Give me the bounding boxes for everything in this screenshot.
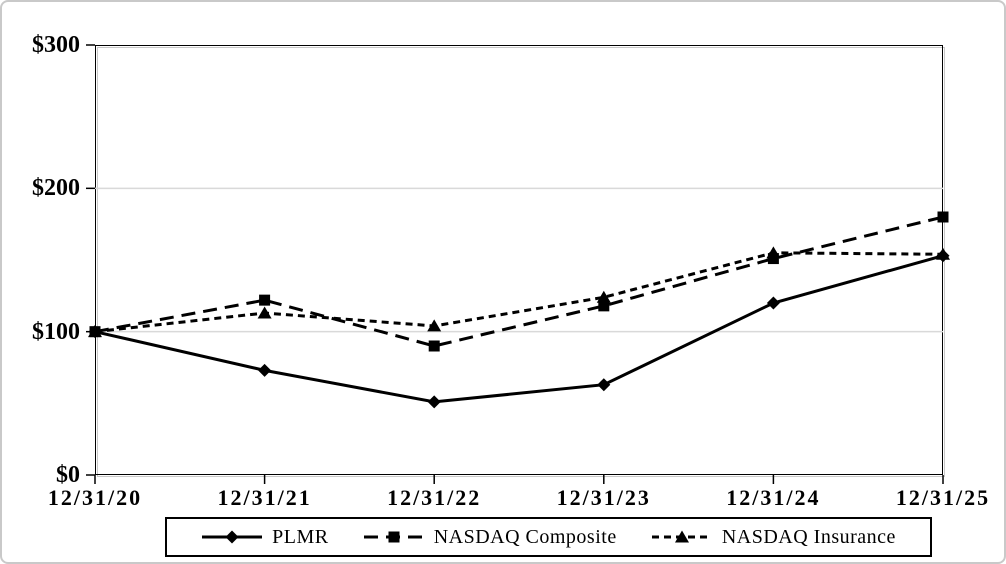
legend-swatch-triangle xyxy=(651,530,712,543)
legend-label: NASDAQ Insurance xyxy=(721,525,896,548)
diamond-marker xyxy=(258,363,272,377)
y-tick-label: $0 xyxy=(56,462,80,488)
legend: PLMR NASDAQ Composite NASDAQ Insurance xyxy=(165,517,932,557)
triangle-marker xyxy=(427,319,442,332)
plot-canvas xyxy=(86,44,950,484)
x-tick-label: 12/31/25 xyxy=(895,485,991,510)
triangle-marker xyxy=(596,290,611,303)
legend-label: NASDAQ Composite xyxy=(433,525,617,548)
legend-swatch-diamond xyxy=(202,530,263,544)
x-tick-label: 12/31/21 xyxy=(217,485,312,510)
legend-label: PLMR xyxy=(272,525,329,548)
diamond-marker xyxy=(427,395,441,409)
x-tick-label: 12/31/22 xyxy=(387,485,482,510)
legend-item-2: NASDAQ Insurance xyxy=(651,526,896,549)
triangle-marker xyxy=(766,246,781,259)
legend-swatch-square xyxy=(363,531,424,543)
square-marker xyxy=(598,300,610,312)
legend-item-1: NASDAQ Composite xyxy=(363,526,617,549)
series-line-1 xyxy=(94,215,944,348)
x-tick-label: 12/31/20 xyxy=(47,485,143,510)
diamond-marker xyxy=(766,296,780,310)
y-tick-label: $300 xyxy=(32,32,80,58)
square-marker xyxy=(937,211,949,223)
square-marker xyxy=(259,294,271,306)
x-tick-label: 12/31/24 xyxy=(726,485,821,510)
square-marker xyxy=(428,340,440,352)
diamond-marker xyxy=(597,378,611,392)
triangle-marker xyxy=(257,306,272,319)
legend-item-0: PLMR xyxy=(201,526,328,549)
y-tick-label: $200 xyxy=(32,175,80,202)
triangle-marker xyxy=(936,247,950,260)
x-tick-label: 12/31/23 xyxy=(556,485,651,510)
triangle-marker xyxy=(88,325,102,338)
series-line-0 xyxy=(94,254,944,404)
series-line-2 xyxy=(94,251,944,334)
y-tick-label: $100 xyxy=(32,318,80,345)
